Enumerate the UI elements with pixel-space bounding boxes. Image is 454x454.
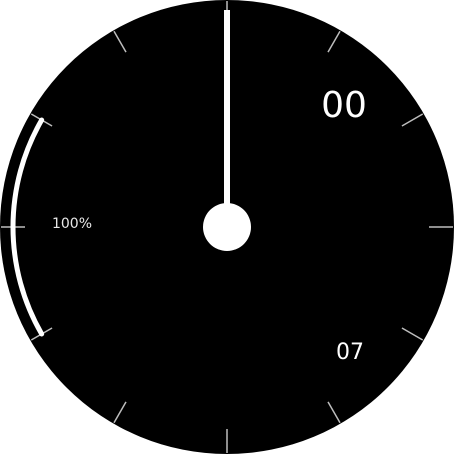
- hour-tick: [113, 401, 127, 424]
- hour-tick: [401, 113, 424, 127]
- hour-tick: [327, 30, 341, 53]
- hour-tick: [113, 30, 127, 53]
- hour-tick: [401, 327, 424, 341]
- hour-tick: [327, 401, 341, 424]
- minutes-display: 00: [321, 85, 367, 126]
- seconds-display: 07: [336, 340, 364, 365]
- battery-percentage: 100%: [51, 216, 93, 232]
- center-cap: [203, 203, 251, 251]
- battery-arc: [10, 117, 45, 337]
